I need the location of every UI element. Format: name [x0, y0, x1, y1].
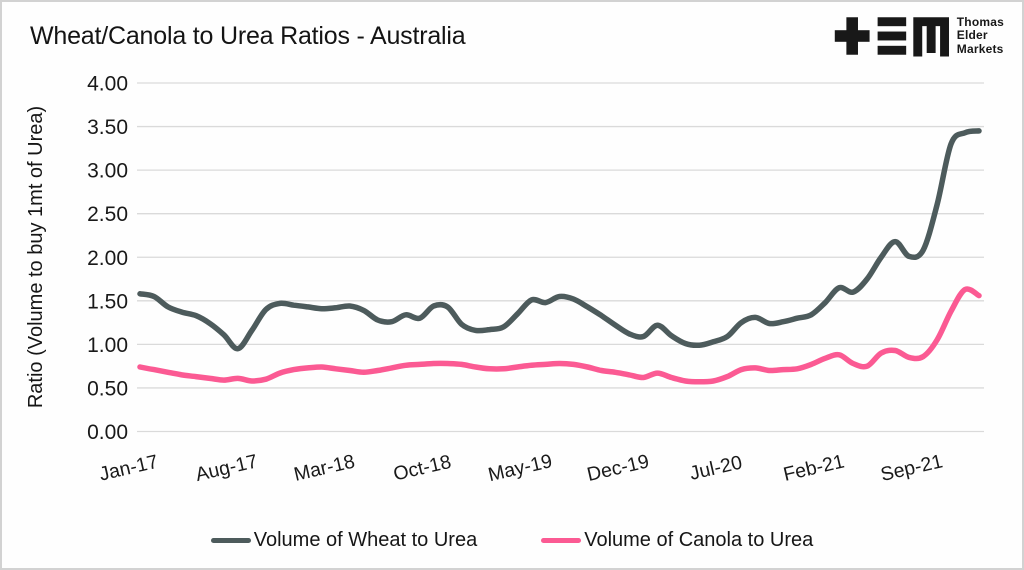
- y-tick-label: 0.00: [87, 421, 128, 444]
- y-tick-label: 0.50: [87, 377, 128, 400]
- logo-plus-icon: [834, 30, 870, 42]
- x-tick-label: Feb-21: [781, 450, 846, 485]
- legend-item-wheat: Volume of Wheat to Urea: [210, 529, 478, 552]
- chart-legend: Volume of Wheat to Urea Volume of Canola…: [2, 529, 1022, 552]
- x-tick-label: Mar-18: [292, 450, 357, 485]
- y-tick-label: 2.00: [87, 247, 128, 270]
- y-tick-label: 3.00: [87, 160, 128, 183]
- legend-label-wheat: Volume of Wheat to Urea: [253, 529, 478, 551]
- x-tick-label: Aug-17: [193, 450, 259, 486]
- logo-text-line: Thomas: [956, 14, 1004, 29]
- logo-text: Thomas Elder Markets: [956, 14, 1004, 56]
- y-tick-label: 2.50: [87, 203, 128, 226]
- legend-item-canola: Volume of Canola to Urea: [541, 529, 813, 552]
- y-axis-title: Ratio (Volume to buy 1mt of Urea): [25, 106, 47, 408]
- tem-logo: Thomas Elder Markets: [833, 13, 1004, 59]
- logo-text-line: Elder: [956, 28, 988, 43]
- x-tick-label: Oct-18: [391, 451, 453, 486]
- logo-bars-icon: [877, 17, 906, 27]
- legend-label-canola: Volume of Canola to Urea: [584, 529, 814, 551]
- y-tick-label: 3.50: [87, 116, 128, 139]
- x-tick-label: Jul-20: [688, 451, 745, 484]
- x-tick-label: Dec-19: [585, 450, 651, 486]
- tem-logo-mark: [834, 17, 949, 57]
- y-tick-label: 4.00: [87, 73, 128, 96]
- x-tick-label: Sep-21: [879, 450, 945, 486]
- wheat-line-swatch: [210, 538, 251, 543]
- series-line-0: [137, 128, 982, 352]
- logo-m-icon: [913, 17, 949, 57]
- y-tick-label: 1.00: [87, 334, 128, 357]
- x-tick-label: May-19: [486, 450, 554, 486]
- y-tick-label: 1.50: [87, 290, 128, 313]
- series-line-1: [137, 286, 982, 385]
- logo-bars-icon: [877, 31, 906, 41]
- logo-text-line: Markets: [956, 41, 1004, 56]
- page-title: Wheat/Canola to Urea Ratios - Australia: [30, 22, 466, 50]
- logo-bars-icon: [877, 45, 906, 55]
- x-tick-label: Jan-17: [97, 451, 160, 486]
- canola-line-swatch: [541, 538, 582, 543]
